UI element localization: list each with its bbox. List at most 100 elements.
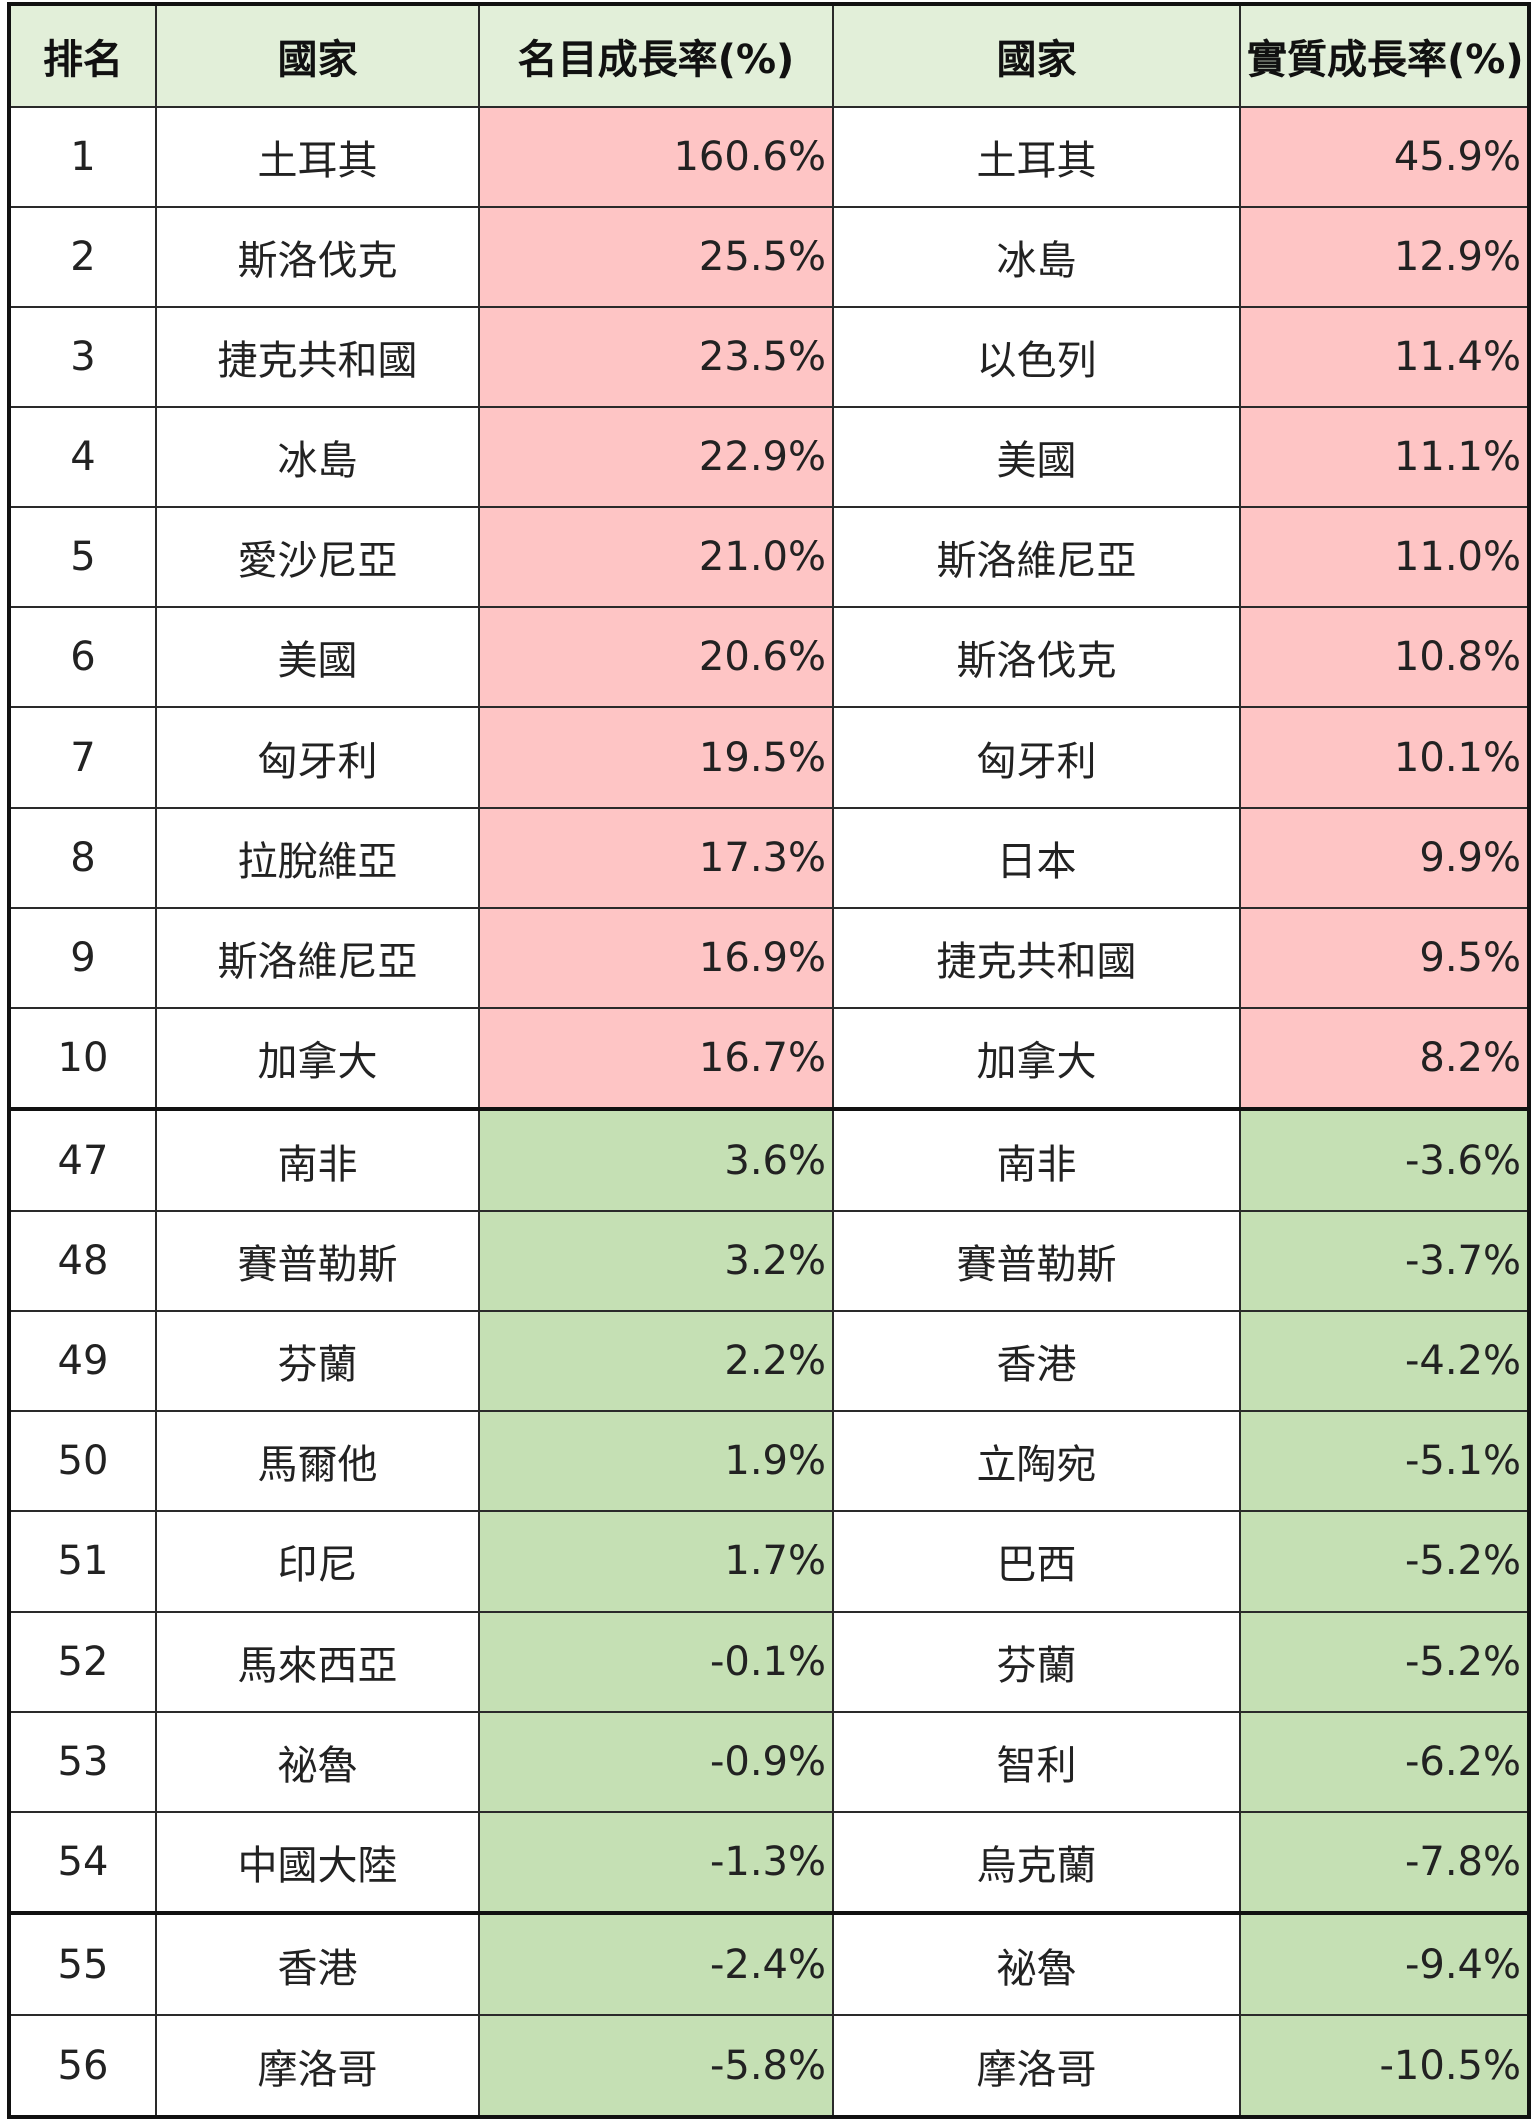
rank-cell: 56 xyxy=(8,2014,157,2118)
real-country-cell: 加拿大 xyxy=(832,1006,1241,1111)
nominal-country-cell: 馬來西亞 xyxy=(155,1610,480,1713)
rank-cell: 47 xyxy=(8,1107,157,1213)
table-row: 51 印尼 1.7% 巴西 -5.2% xyxy=(8,1510,1530,1613)
real-country-cell: 烏克蘭 xyxy=(832,1810,1241,1915)
real-rate-cell: 11.0% xyxy=(1239,506,1530,609)
table-row: 6 美國 20.6% 斯洛伐克 10.8% xyxy=(8,606,1530,709)
rank-cell: 50 xyxy=(8,1410,157,1513)
rank-cell: 6 xyxy=(8,606,157,709)
table-row: 10 加拿大 16.7% 加拿大 8.2% xyxy=(8,1006,1530,1111)
real-rate-cell: 11.1% xyxy=(1239,406,1530,509)
rank-cell: 49 xyxy=(8,1310,157,1413)
table-row: 9 斯洛維尼亞 16.9% 捷克共和國 9.5% xyxy=(8,906,1530,1009)
table-row: 4 冰島 22.9% 美國 11.1% xyxy=(8,406,1530,509)
nominal-country-cell: 土耳其 xyxy=(155,105,480,209)
nominal-rate-cell: -1.3% xyxy=(478,1810,834,1915)
rank-cell: 1 xyxy=(8,105,157,209)
nominal-rate-cell: 25.5% xyxy=(478,206,834,309)
nominal-rate-cell: 1.7% xyxy=(478,1510,834,1613)
rank-cell: 4 xyxy=(8,406,157,509)
real-rate-cell: -5.2% xyxy=(1239,1510,1530,1613)
real-country-cell: 巴西 xyxy=(832,1510,1241,1613)
nominal-country-cell: 匈牙利 xyxy=(155,706,480,809)
nominal-country-cell: 拉脫維亞 xyxy=(155,806,480,909)
nominal-country-cell: 祕魯 xyxy=(155,1710,480,1813)
real-country-cell: 智利 xyxy=(832,1710,1241,1813)
real-country-cell: 賽普勒斯 xyxy=(832,1210,1241,1313)
nominal-country-cell: 中國大陸 xyxy=(155,1810,480,1915)
table-body: 1 土耳其 160.6% 土耳其 45.9% 2 斯洛伐克 25.5% 冰島 12.9% 3 捷克共和… xyxy=(8,105,1530,2118)
real-country-cell: 日本 xyxy=(832,806,1241,909)
rank-cell: 55 xyxy=(8,1911,157,2017)
real-rate-cell: -5.2% xyxy=(1239,1610,1530,1713)
rank-cell: 51 xyxy=(8,1510,157,1613)
rank-cell: 48 xyxy=(8,1210,157,1313)
nominal-country-cell: 芬蘭 xyxy=(155,1310,480,1413)
table-row: 8 拉脫維亞 17.3% 日本 9.9% xyxy=(8,806,1530,909)
header-rank: 排名 xyxy=(8,3,157,108)
table-row: 56 摩洛哥 -5.8% 摩洛哥 -10.5% xyxy=(8,2014,1530,2118)
table-row: 2 斯洛伐克 25.5% 冰島 12.9% xyxy=(8,206,1530,309)
nominal-country-cell: 斯洛伐克 xyxy=(155,206,480,309)
table-row: 5 愛沙尼亞 21.0% 斯洛維尼亞 11.0% xyxy=(8,506,1530,609)
table-row: 50 馬爾他 1.9% 立陶宛 -5.1% xyxy=(8,1410,1530,1513)
rank-cell: 10 xyxy=(8,1006,157,1111)
nominal-country-cell: 南非 xyxy=(155,1107,480,1213)
nominal-rate-cell: -2.4% xyxy=(478,1911,834,2017)
real-rate-cell: 10.1% xyxy=(1239,706,1530,809)
nominal-rate-cell: -5.8% xyxy=(478,2014,834,2118)
rank-cell: 2 xyxy=(8,206,157,309)
real-rate-cell: -3.7% xyxy=(1239,1210,1530,1313)
real-rate-cell: 10.8% xyxy=(1239,606,1530,709)
real-country-cell: 香港 xyxy=(832,1310,1241,1413)
nominal-country-cell: 香港 xyxy=(155,1911,480,2017)
real-country-cell: 以色列 xyxy=(832,306,1241,409)
nominal-rate-cell: 3.6% xyxy=(478,1107,834,1213)
rank-cell: 3 xyxy=(8,306,157,409)
real-rate-cell: -10.5% xyxy=(1239,2014,1530,2118)
nominal-rate-cell: 17.3% xyxy=(478,806,834,909)
nominal-rate-cell: 1.9% xyxy=(478,1410,834,1513)
nominal-country-cell: 冰島 xyxy=(155,406,480,509)
header-nominal-rate: 名目成長率(%) xyxy=(478,3,834,108)
real-rate-cell: 11.4% xyxy=(1239,306,1530,409)
real-rate-cell: -6.2% xyxy=(1239,1710,1530,1813)
real-country-cell: 斯洛伐克 xyxy=(832,606,1241,709)
table-row: 52 馬來西亞 -0.1% 芬蘭 -5.2% xyxy=(8,1610,1530,1713)
real-rate-cell: 9.9% xyxy=(1239,806,1530,909)
table-row: 3 捷克共和國 23.5% 以色列 11.4% xyxy=(8,306,1530,409)
rank-cell: 8 xyxy=(8,806,157,909)
nominal-rate-cell: 20.6% xyxy=(478,606,834,709)
nominal-rate-cell: 23.5% xyxy=(478,306,834,409)
rank-cell: 53 xyxy=(8,1710,157,1813)
nominal-rate-cell: 19.5% xyxy=(478,706,834,809)
nominal-rate-cell: 16.7% xyxy=(478,1006,834,1111)
nominal-country-cell: 賽普勒斯 xyxy=(155,1210,480,1313)
real-rate-cell: -4.2% xyxy=(1239,1310,1530,1413)
real-country-cell: 匈牙利 xyxy=(832,706,1241,809)
table-row: 7 匈牙利 19.5% 匈牙利 10.1% xyxy=(8,706,1530,809)
real-rate-cell: -5.1% xyxy=(1239,1410,1530,1513)
table-row: 49 芬蘭 2.2% 香港 -4.2% xyxy=(8,1310,1530,1413)
table-row: 48 賽普勒斯 3.2% 賽普勒斯 -3.7% xyxy=(8,1210,1530,1313)
header-real-country: 國家 xyxy=(832,3,1241,108)
real-country-cell: 土耳其 xyxy=(832,105,1241,209)
rank-cell: 52 xyxy=(8,1610,157,1713)
table-row: 55 香港 -2.4% 祕魯 -9.4% xyxy=(8,1911,1530,2017)
real-country-cell: 祕魯 xyxy=(832,1911,1241,2017)
real-country-cell: 冰島 xyxy=(832,206,1241,309)
nominal-rate-cell: -0.9% xyxy=(478,1710,834,1813)
nominal-country-cell: 馬爾他 xyxy=(155,1410,480,1513)
nominal-country-cell: 加拿大 xyxy=(155,1006,480,1111)
nominal-rate-cell: -0.1% xyxy=(478,1610,834,1713)
real-country-cell: 美國 xyxy=(832,406,1241,509)
table-row: 1 土耳其 160.6% 土耳其 45.9% xyxy=(8,105,1530,209)
table-row: 54 中國大陸 -1.3% 烏克蘭 -7.8% xyxy=(8,1810,1530,1915)
real-country-cell: 摩洛哥 xyxy=(832,2014,1241,2118)
growth-ranking-table: 排名 國家 名目成長率(%) 國家 實質成長率(%) 1 土耳其 160.6% 土耳其… xyxy=(7,2,1531,2119)
header-nominal-country: 國家 xyxy=(155,3,480,108)
table-row: 53 祕魯 -0.9% 智利 -6.2% xyxy=(8,1710,1530,1813)
real-rate-cell: -7.8% xyxy=(1239,1810,1530,1915)
nominal-country-cell: 印尼 xyxy=(155,1510,480,1613)
rank-cell: 7 xyxy=(8,706,157,809)
